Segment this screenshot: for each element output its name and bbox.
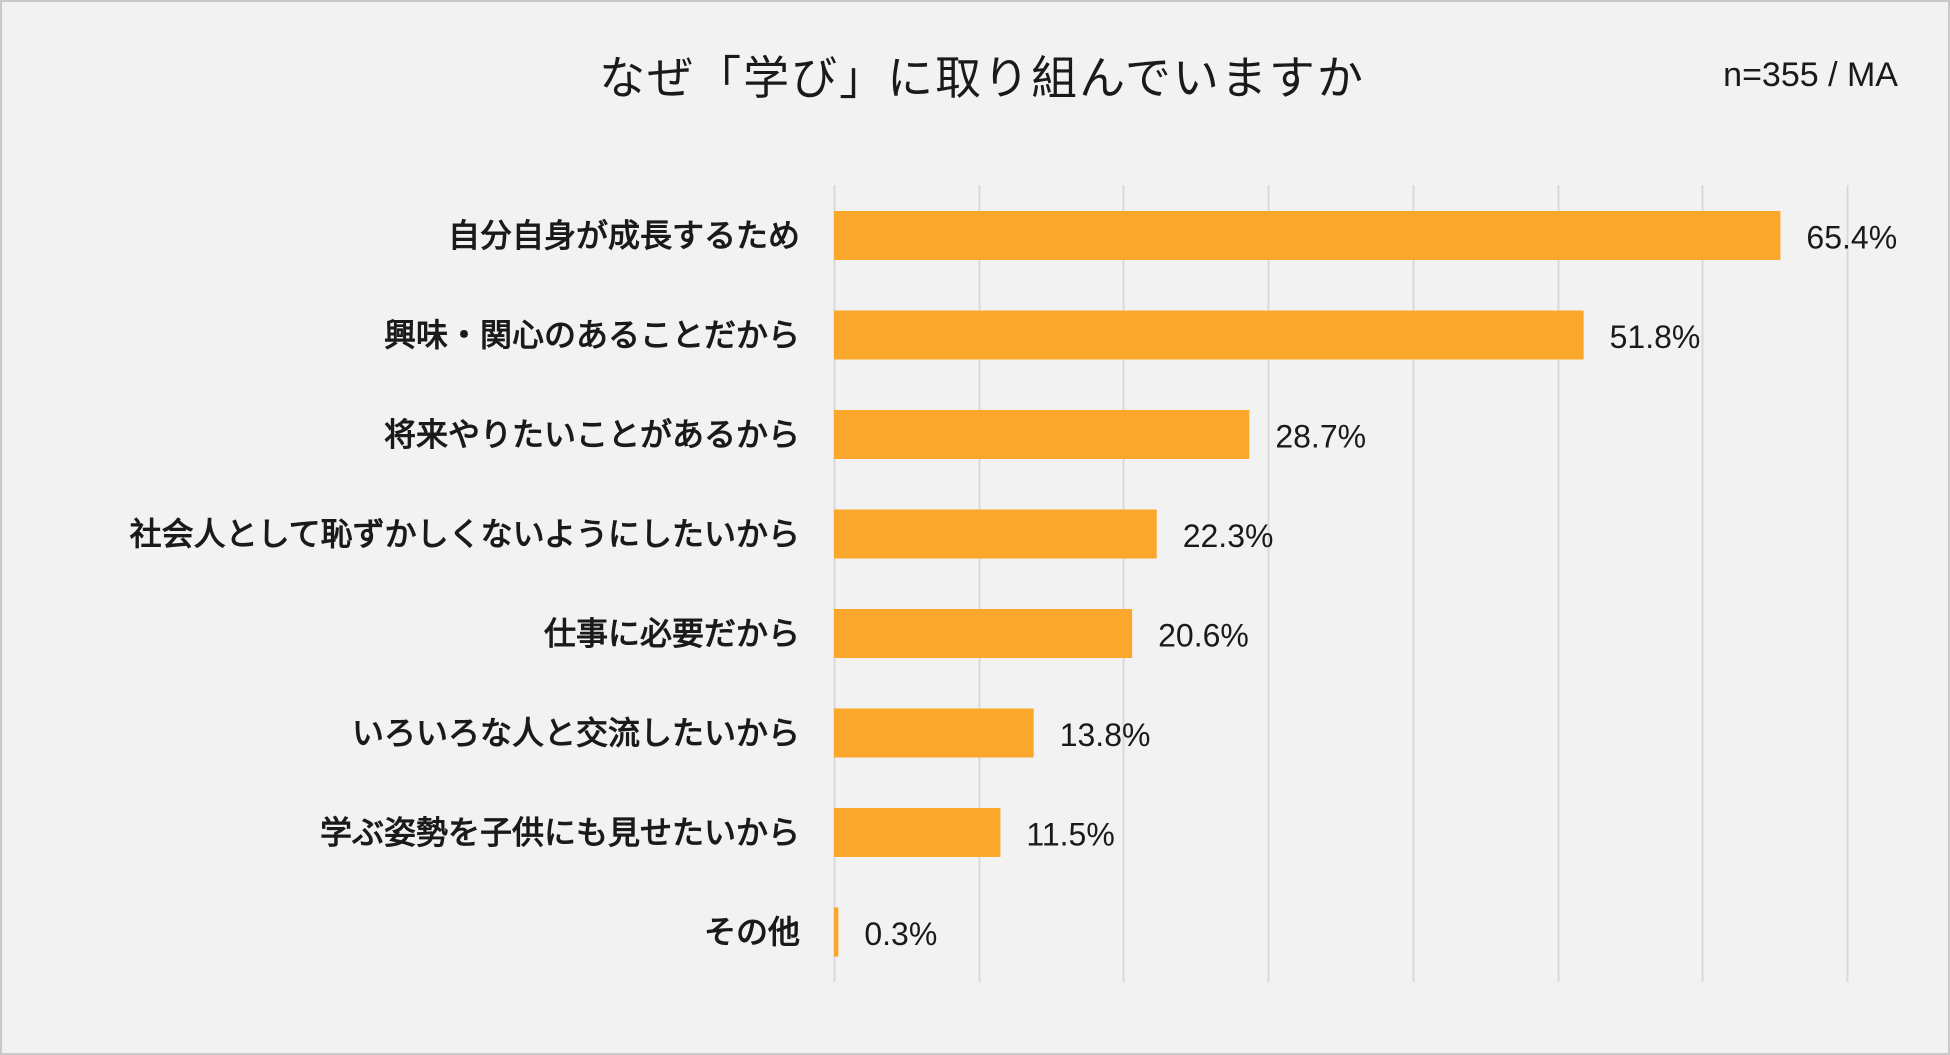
category-label: その他 <box>704 913 800 951</box>
chart-title: なぜ「学び」に取り組んでいますか <box>599 51 1365 105</box>
category-label: 学ぶ姿勢を子供にも見せたいから <box>320 814 800 852</box>
value-label: 0.3% <box>864 916 937 952</box>
bar <box>834 310 1584 360</box>
bar <box>834 211 1781 260</box>
category-label: 仕事に必要だから <box>544 615 800 653</box>
category-label: 将来やりたいことがあるから <box>384 416 800 454</box>
value-label: 20.6% <box>1158 618 1249 654</box>
category-label: いろいろな人と交流したいから <box>352 714 800 752</box>
value-label: 13.8% <box>1060 717 1151 753</box>
bar <box>834 509 1157 559</box>
bar <box>834 410 1250 459</box>
value-label: 22.3% <box>1183 518 1274 554</box>
bar <box>834 808 1001 857</box>
value-label: 11.5% <box>1026 817 1114 853</box>
bar <box>834 907 839 957</box>
value-label: 51.8% <box>1610 319 1701 355</box>
value-label: 65.4% <box>1806 220 1897 256</box>
category-label: 興味・関心のあることだから <box>384 316 800 354</box>
sample-size-note: n=355 / MA <box>1723 56 1898 94</box>
category-label: 社会人として恥ずかしくないようにしたいから <box>130 515 800 553</box>
bar <box>834 609 1133 658</box>
bar <box>834 708 1034 758</box>
value-label: 28.7% <box>1275 419 1366 455</box>
category-label: 自分自身が成長するため <box>448 217 800 255</box>
